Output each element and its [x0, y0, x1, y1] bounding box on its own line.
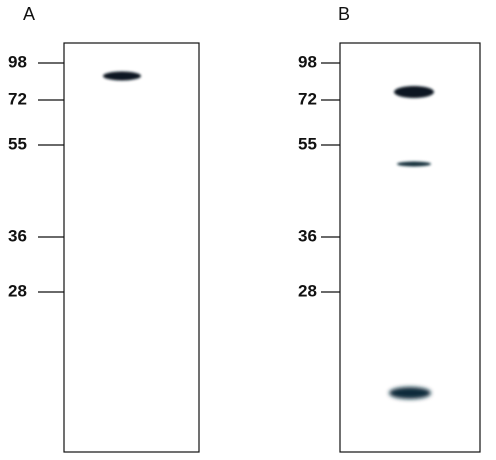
band [394, 86, 434, 98]
blot-frame [63, 42, 200, 453]
panel-label: A [23, 4, 35, 24]
blot-frame [339, 42, 481, 453]
marker-label: 72 [298, 89, 317, 108]
band [103, 71, 141, 81]
marker-label: 36 [8, 226, 27, 245]
panel-b: B 98 72 55 36 28 [298, 4, 481, 453]
marker-ladder: 98 72 55 36 28 [8, 52, 64, 300]
marker-label: 28 [8, 281, 27, 300]
marker-label: 98 [8, 52, 27, 71]
band [397, 161, 431, 167]
marker-label: 55 [8, 134, 27, 153]
panel-a: A 98 72 55 36 28 [8, 4, 200, 453]
marker-label: 55 [298, 134, 317, 153]
marker-ladder: 98 72 55 36 28 [298, 52, 340, 300]
band [389, 387, 431, 399]
panel-label: B [338, 4, 350, 24]
marker-label: 98 [298, 52, 317, 71]
marker-label: 28 [298, 281, 317, 300]
marker-label: 72 [8, 89, 27, 108]
marker-label: 36 [298, 226, 317, 245]
